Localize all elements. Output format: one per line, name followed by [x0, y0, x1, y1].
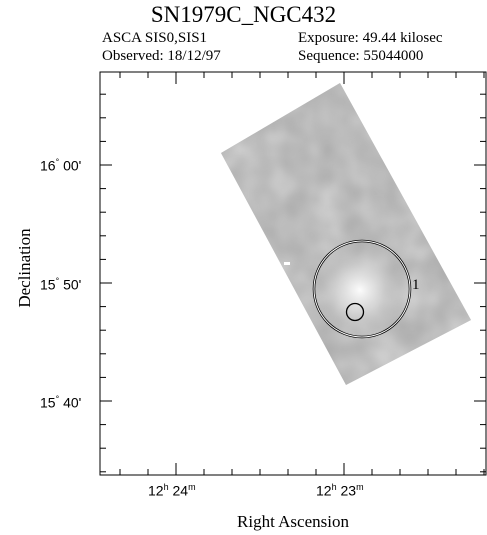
ytick-min: 40' — [63, 394, 82, 411]
xtick-hours: 12 — [148, 482, 164, 499]
ytick-min: 00' — [63, 157, 82, 174]
axis-ticks — [100, 72, 486, 475]
field-artifact — [284, 262, 290, 265]
source-region-label: 1 — [412, 277, 420, 293]
ytick-deg: 15 — [40, 276, 56, 293]
xtick-minutes: 23 — [340, 482, 357, 499]
ytick-deg: 15 — [40, 394, 56, 411]
plot-frame — [99, 71, 487, 476]
ytick-label-16-00: 16° 00' — [40, 157, 82, 174]
ytick-label-15-40: 15° 40' — [40, 394, 82, 411]
ytick-deg: 16 — [40, 157, 56, 174]
source-emission — [312, 242, 408, 338]
ytick-label-15-50: 15° 50' — [40, 276, 82, 293]
ytick-min: 50' — [63, 276, 82, 293]
instrument-label: ASCA SIS0,SIS1 — [102, 30, 208, 46]
observed-label: Observed: 18/12/97 — [102, 48, 221, 64]
exposure-label: Exposure: 49.44 kilosec — [298, 30, 443, 46]
xtick-hours: 12 — [316, 482, 332, 499]
source-region-circle — [313, 240, 411, 338]
xtick-label-12h23m: 12h 23m — [316, 482, 364, 499]
y-axis-label: Declination — [15, 228, 34, 308]
exposure-field-texture — [221, 83, 471, 385]
sequence-label: Sequence: 55044000 — [298, 48, 424, 64]
plot-title: SN1979C_NGC432 — [150, 2, 337, 27]
xtick-label-12h24m: 12h 24m — [148, 482, 196, 499]
x-axis-label: Right Ascension — [237, 512, 349, 531]
source-position-marker — [345, 302, 365, 322]
xtick-minutes: 24 — [172, 482, 189, 499]
